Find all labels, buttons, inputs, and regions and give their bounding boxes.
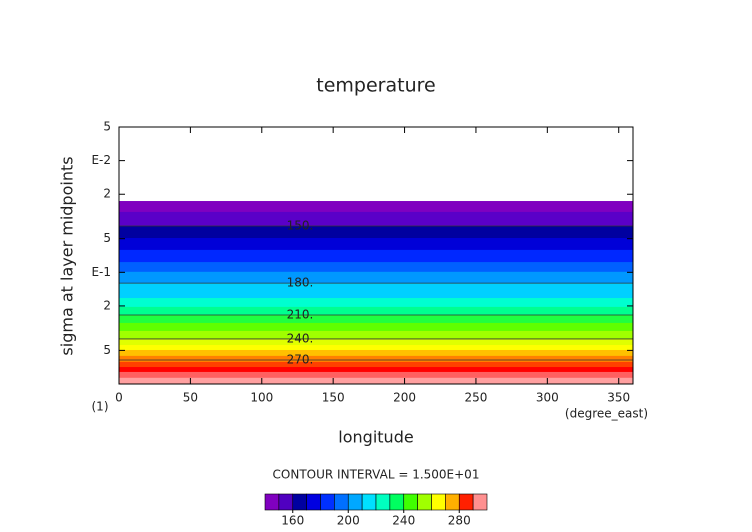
y-tick-label: E-1	[91, 265, 111, 279]
x-tick-label: 300	[536, 391, 559, 405]
layer	[119, 345, 633, 351]
colorbar-box	[306, 493, 321, 511]
layer	[119, 238, 633, 251]
plot-frame	[118, 126, 634, 385]
layer	[119, 338, 633, 346]
colorbar-box	[472, 493, 488, 511]
x-tick-label: 50	[183, 391, 198, 405]
y-axis-label: sigma at layer midpoints	[58, 156, 77, 355]
x-tick-label: 250	[464, 391, 487, 405]
layer	[119, 314, 633, 324]
x-tick-label: 350	[607, 391, 630, 405]
layer	[119, 349, 633, 357]
colorbar-tick-label: 160	[281, 514, 304, 528]
layer	[119, 211, 633, 227]
y-tick-label: 5	[103, 231, 111, 245]
x-tick-label: 0	[115, 391, 123, 405]
contour-label: 270.	[287, 353, 314, 367]
colorbar-tick-label: 200	[337, 514, 360, 528]
colorbar-box	[403, 493, 418, 511]
layer	[119, 306, 633, 316]
colorbar-box	[347, 493, 363, 511]
layer	[119, 298, 633, 308]
colorbar-box	[375, 493, 391, 511]
layer	[119, 377, 633, 385]
x-tick-label: 100	[250, 391, 273, 405]
colorbar-box	[264, 493, 280, 511]
layer	[119, 271, 633, 284]
layer	[119, 367, 633, 373]
colorbar-box	[431, 493, 446, 511]
y-tick-label: 5	[103, 120, 111, 134]
layer	[119, 201, 633, 213]
y-unit: (1)	[92, 400, 109, 414]
colorbar-box	[334, 493, 349, 511]
y-tick-label: 5	[103, 343, 111, 357]
colorbar-tick-label: 240	[392, 514, 415, 528]
colorbar-tick-label: 280	[448, 514, 471, 528]
colorbar-box	[458, 493, 474, 511]
layer	[119, 330, 633, 340]
contour-interval: CONTOUR INTERVAL = 1.500E+01	[273, 468, 480, 482]
colorbar-box	[445, 493, 460, 511]
layer	[119, 262, 633, 273]
x-axis-label: longitude	[338, 428, 413, 447]
colorbar-box	[417, 493, 432, 511]
layer	[119, 355, 633, 363]
colorbar-box	[320, 493, 335, 511]
x-unit: (degree_east)	[565, 407, 648, 421]
colorbar-box	[361, 493, 377, 511]
layer	[119, 361, 633, 368]
layer	[119, 249, 633, 263]
chart-title: temperature	[316, 75, 435, 97]
layer	[119, 371, 633, 379]
y-tick-label: E-2	[91, 153, 111, 167]
contour-label: 240.	[287, 331, 314, 345]
colorbar-box	[389, 493, 405, 511]
y-tick-label: 2	[103, 187, 111, 201]
contour-label: 180.	[287, 276, 314, 290]
colorbar-box	[292, 493, 307, 511]
colorbar-box	[278, 493, 294, 511]
layer	[119, 322, 633, 332]
layer	[119, 226, 633, 239]
x-tick-label: 150	[322, 391, 345, 405]
x-tick-label: 200	[393, 391, 416, 405]
contour-label: 150.	[287, 219, 314, 233]
contour-label: 210.	[287, 307, 314, 321]
y-tick-label: 2	[103, 298, 111, 312]
layer	[119, 283, 633, 299]
